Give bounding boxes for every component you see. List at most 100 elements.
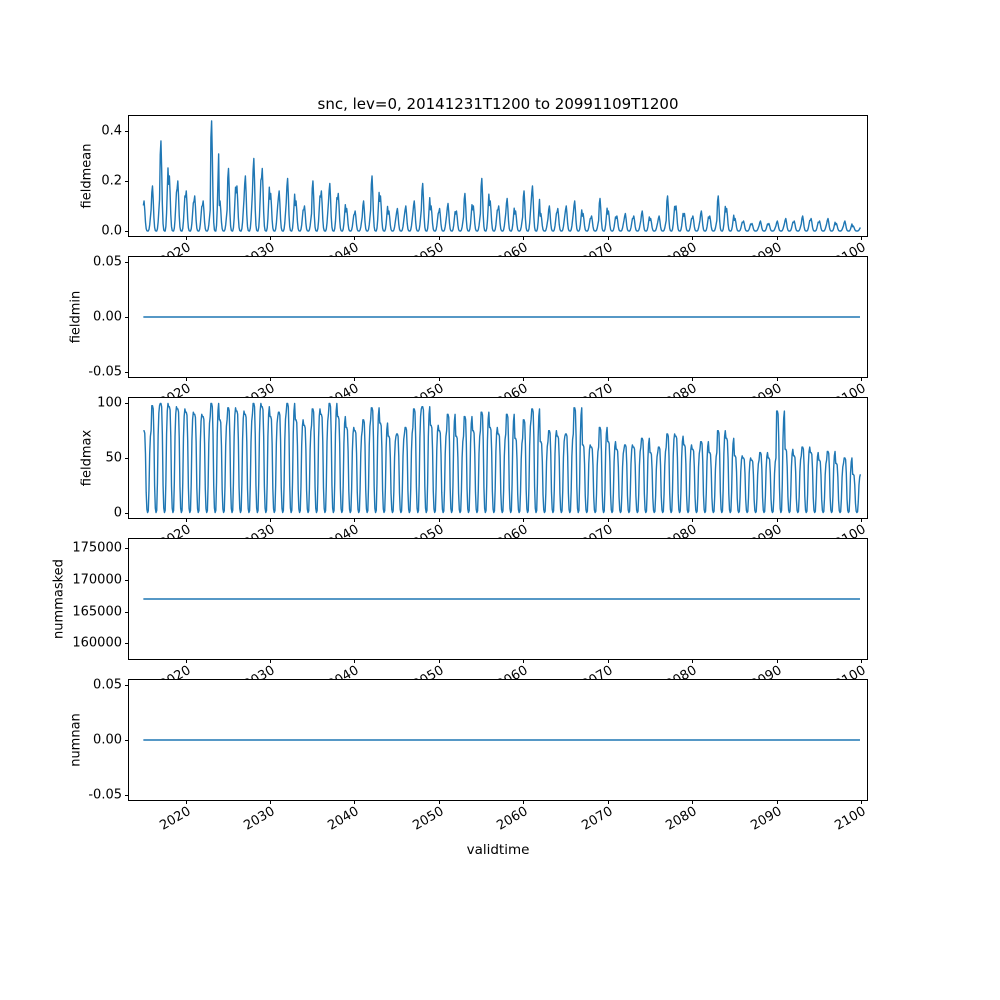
y-tick-mark [125,740,129,741]
y-tick-mark [125,580,129,582]
x-tick-mark [354,518,356,522]
x-tick-mark [861,800,863,804]
subplot-nummasked: nummasked 160000 165000 170000 175000 2020 20… [52,538,869,693]
x-tick-mark [270,377,271,381]
x-tick-mark [438,800,440,804]
line-plot-nummasked [143,598,860,600]
figure-title: snc, lev=0, 20141231T1200 to 20991109T12… [317,95,679,113]
x-tick-mark [861,236,863,240]
x-tick-mark [607,236,609,240]
y-tick-label: -0.05 [88,787,122,803]
x-tick-mark [607,518,609,522]
x-tick-mark [185,236,187,240]
y-tick-mark [125,181,129,182]
y-tick-label: 160000 [72,635,122,651]
x-tick-label: 2090 [747,804,785,834]
x-tick-mark [607,800,609,804]
y-tick-label: 0.00 [93,732,122,748]
x-tick-mark [185,377,187,381]
x-tick-mark [354,659,356,663]
y-tick-mark [125,458,129,459]
plot-area-fieldmin: -0.05 0.00 0.05 2020 2030 2040 2050 2060 2070 208… [88,255,868,411]
line-plot-numnan [143,739,860,741]
y-tick-mark [125,643,129,645]
x-tick-mark [607,377,609,381]
x-tick-mark [185,518,187,522]
x-tick-label: 2100 [832,804,869,834]
y-tick-mark [125,403,129,405]
x-axis-label: validtime [466,842,530,858]
y-axis-label-nummasked: nummasked [51,559,67,639]
subplot-fieldmean: fieldmean 0.0 0.2 0.4 2020 2030 2040 2050 2060 2… [80,115,869,270]
x-tick-mark [861,377,863,381]
x-tick-label: 2080 [663,804,700,834]
line-plot-fieldmin [143,316,860,318]
y-tick-mark [125,371,129,373]
x-tick-mark [270,518,271,522]
y-tick-label: 0.2 [101,173,122,189]
y-tick-mark [125,548,129,550]
x-tick-label: 2020 [156,804,194,834]
y-tick-label: 0.05 [93,254,122,270]
x-tick-label: 2050 [410,804,447,834]
y-tick-label: 0.0 [101,223,122,239]
y-tick-label: 100 [97,395,122,411]
x-tick-mark [861,659,863,663]
x-tick-mark [185,659,187,663]
x-tick-mark [523,518,525,522]
x-tick-mark [692,659,694,663]
x-tick-label: 2060 [494,804,531,834]
y-tick-mark [125,794,129,796]
x-tick-mark [692,377,694,381]
x-tick-mark [776,800,778,804]
y-tick-label: 0 [113,505,122,521]
plot-area-fieldmean: 0.0 0.2 0.4 2020 2030 2040 2050 2060 2070 2080 209… [101,116,869,270]
x-tick-label: 2070 [579,804,616,834]
y-tick-mark [125,231,129,232]
x-tick-label: 2040 [325,804,362,834]
x-tick-mark [776,236,778,240]
y-tick-label: 170000 [72,572,122,588]
x-tick-mark [438,518,440,522]
y-axis-label-fieldmin: fieldmin [68,290,84,344]
line-plot-fieldmax [143,402,862,514]
y-tick-mark [125,611,129,613]
x-tick-mark [270,236,271,240]
x-tick-mark [523,377,525,381]
y-tick-mark [125,262,129,264]
y-tick-mark [125,131,129,132]
y-axis-label-fieldmax: fieldmax [79,429,95,487]
subplot-fieldmax: fieldmax 0 50 100 2020 2030 2040 2050 2060 2070 2… [80,396,869,552]
x-tick-label: 2030 [241,804,278,834]
x-tick-mark [438,377,440,381]
y-tick-label: 175000 [72,540,122,556]
x-tick-mark [776,518,778,522]
plot-area-numnan: -0.05 0.00 0.05 2020 2030 2040 2050 2060 2070 208… [88,678,868,834]
y-tick-label: 50 [105,450,122,466]
x-tick-mark [438,236,440,240]
y-tick-mark [125,317,129,318]
x-tick-mark [523,659,525,663]
x-tick-mark [523,800,525,804]
x-tick-mark [607,659,609,663]
y-tick-label: 165000 [72,604,122,620]
plot-area-nummasked: 160000 165000 170000 175000 2020 2030 2040 2050… [72,539,868,693]
y-axis-label-fieldmean: fieldmean [79,143,95,209]
y-tick-label: 0.4 [101,123,122,139]
x-tick-mark [692,236,694,240]
x-tick-mark [523,236,525,240]
y-tick-label: 0.00 [93,309,122,325]
y-tick-mark [125,685,129,687]
subplot-numnan: numnan -0.05 0.00 0.05 2020 2030 2040 2050 2060… [69,678,869,834]
subplot-fieldmin: fieldmin -0.05 0.00 0.05 2020 2030 2040 2050 20… [69,255,869,411]
x-tick-mark [354,800,356,804]
series-line-fieldmax [143,402,862,514]
y-tick-label: -0.05 [88,364,122,380]
x-tick-mark [270,659,271,663]
y-tick-mark [125,512,129,514]
plot-area-fieldmax: 0 50 100 2020 2030 2040 2050 2060 2070 2080 2090 21… [97,396,868,552]
x-tick-mark [692,518,694,522]
x-tick-mark [692,800,694,804]
x-tick-mark [776,377,778,381]
